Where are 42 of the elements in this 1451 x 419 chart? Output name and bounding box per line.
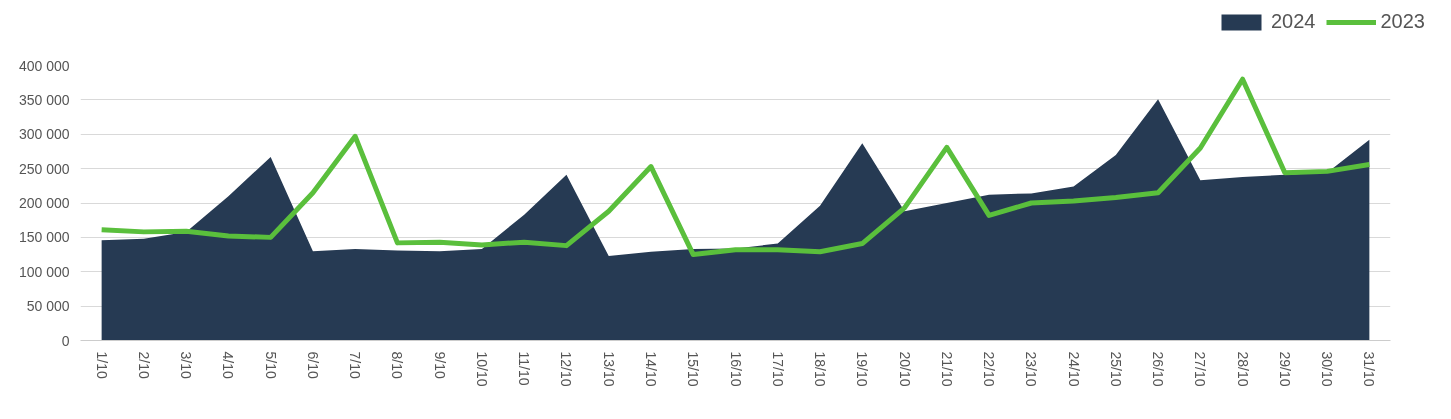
y-tick-label: 50 000 <box>26 298 70 315</box>
y-tick-label: 250 000 <box>18 160 70 177</box>
x-tick-label: 1/10 <box>93 351 110 379</box>
y-tick-label: 300 000 <box>18 126 70 143</box>
x-tick-label: 29/10 <box>1276 351 1293 387</box>
x-tick-label: 11/10 <box>516 351 533 386</box>
x-tick-label: 10/10 <box>473 351 490 387</box>
x-tick-label: 25/10 <box>1107 351 1124 387</box>
x-tick-label: 22/10 <box>981 351 998 387</box>
y-tick-label: 0 <box>61 332 70 349</box>
x-tick-label: 9/10 <box>431 351 448 379</box>
y-tick-label: 100 000 <box>18 263 70 280</box>
x-tick-label: 7/10 <box>347 351 364 379</box>
x-tick-label: 14/10 <box>642 351 659 387</box>
x-tick-label: 6/10 <box>304 351 321 379</box>
x-tick-label: 3/10 <box>178 351 195 379</box>
x-tick-label: 24/10 <box>1065 351 1082 387</box>
y-tick-label: 200 000 <box>18 195 70 211</box>
x-tick-label: 5/10 <box>262 351 279 379</box>
x-tick-label: 21/10 <box>938 351 955 387</box>
x-tick-label: 27/10 <box>1192 351 1209 387</box>
x-tick-label: 4/10 <box>220 351 237 379</box>
x-tick-label: 17/10 <box>769 351 786 387</box>
x-tick-label: 26/10 <box>1150 351 1167 387</box>
x-tick-label: 16/10 <box>727 351 744 387</box>
x-tick-label: 18/10 <box>812 351 829 387</box>
x-tick-label: 31/10 <box>1361 351 1378 387</box>
x-tick-label: 15/10 <box>685 351 702 387</box>
x-tick-label: 28/10 <box>1234 351 1251 387</box>
legend-label: 2023 <box>1380 10 1425 33</box>
x-tick-label: 12/10 <box>558 351 575 387</box>
y-tick-label: 150 000 <box>18 229 70 246</box>
x-tick-label: 30/10 <box>1319 351 1336 387</box>
y-tick-label: 400 000 <box>18 57 70 74</box>
x-tick-label: 8/10 <box>389 351 406 379</box>
legend-label: 2024 <box>1271 10 1316 33</box>
y-tick-label: 350 000 <box>18 91 70 108</box>
x-tick-label: 23/10 <box>1023 351 1040 387</box>
x-tick-label: 19/10 <box>854 351 871 387</box>
x-tick-label: 13/10 <box>600 351 617 387</box>
x-tick-label: 2/10 <box>135 351 152 379</box>
x-tick-label: 20/10 <box>896 351 913 387</box>
